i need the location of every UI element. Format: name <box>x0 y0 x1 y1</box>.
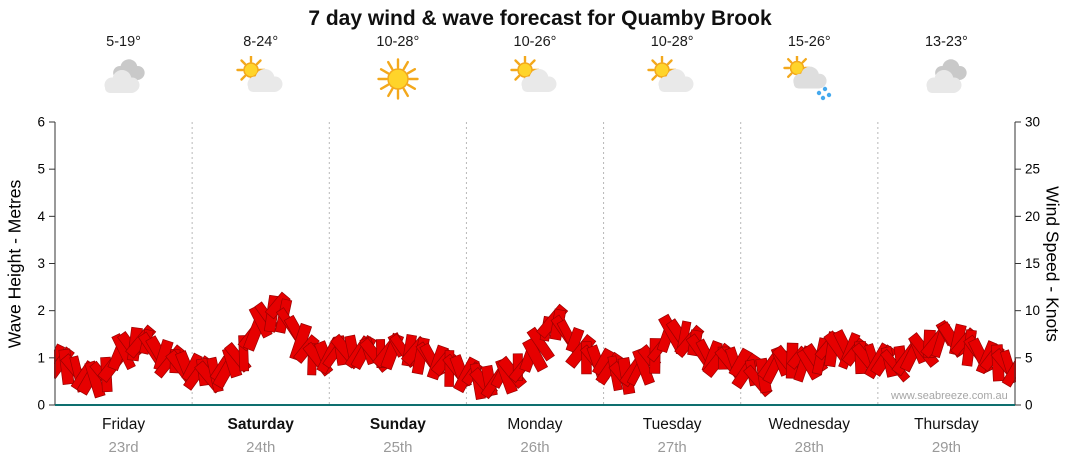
cloudy-icon-svg <box>926 59 968 93</box>
right-tick-label: 20 <box>1025 209 1040 224</box>
cloudy-icon-svg <box>104 59 145 93</box>
sun-rain-icon <box>783 54 835 102</box>
right-tick-label: 10 <box>1025 303 1040 318</box>
day-label-tuesday: Tuesday 27th <box>604 416 741 456</box>
right-tick-label: 5 <box>1025 350 1033 365</box>
day-label-monday: Monday 26th <box>466 416 603 456</box>
day-name: Friday <box>102 416 146 433</box>
left-tick-label: 2 <box>37 303 45 318</box>
right-tick-label: 30 <box>1025 115 1040 130</box>
day-summary-sunday: 10-28° <box>329 34 466 122</box>
cloudy-icon <box>98 56 150 102</box>
day-summary-wednesday: 15-26° <box>741 34 878 122</box>
day-summary-monday: 10-26° <box>466 34 603 122</box>
axis-ticks-labels: 0 1 2 3 4 5 6 0 5 10 15 20 25 30 <box>37 115 1040 413</box>
day-date: 23rd <box>108 439 139 456</box>
cloudy-icon <box>920 56 972 102</box>
wind-flag <box>565 326 585 354</box>
day-label-sunday: Sunday 25th <box>329 416 466 456</box>
temp-range: 8-24° <box>243 34 279 50</box>
day-summary-thursday: 13-23° <box>878 34 1015 122</box>
left-tick-label: 4 <box>37 209 45 224</box>
left-tick-label: 5 <box>37 162 45 177</box>
day-date: 25th <box>383 439 413 456</box>
right-tick-label: 15 <box>1025 256 1040 271</box>
left-tick-label: 0 <box>37 398 45 413</box>
day-summary-saturday: 8-24° <box>192 34 329 122</box>
day-summary-friday: 5-19° <box>55 34 192 122</box>
left-tick-label: 1 <box>37 350 45 365</box>
sun-cloud-icon-svg <box>647 55 694 92</box>
day-date: 26th <box>520 439 550 456</box>
day-date: 24th <box>246 439 276 456</box>
wind-series <box>54 291 1016 400</box>
temp-range: 5-19° <box>106 34 141 50</box>
sun-cloud-icon <box>646 55 698 102</box>
left-tick-label: 6 <box>37 115 45 130</box>
day-summary-tuesday: 10-28° <box>604 34 741 122</box>
day-date: 28th <box>794 439 824 456</box>
temp-range: 10-28° <box>376 34 420 50</box>
page-title: 7 day wind & wave forecast for Quamby Br… <box>308 7 772 30</box>
temp-range: 10-26° <box>513 34 557 50</box>
right-tick-label: 0 <box>1025 398 1033 413</box>
sun-cloud-icon-svg <box>510 55 557 92</box>
wind-flag <box>526 326 555 362</box>
day-name: Thursday <box>914 416 979 433</box>
sun-rain-icon-svg <box>783 54 832 101</box>
day-name: Saturday <box>227 416 294 433</box>
daily-summary-row: 5-19° 8-24° 10-28° 10-26° 10-28° 15-26° 13-23° <box>55 34 1015 122</box>
temp-range: 15-26° <box>787 34 831 50</box>
day-label-saturday: Saturday 24th <box>192 416 329 456</box>
temp-range: 10-28° <box>650 34 694 50</box>
day-date: 27th <box>657 439 687 456</box>
day-name: Wednesday <box>768 416 851 433</box>
wind-flag <box>522 337 549 373</box>
watermark: www.seabreeze.com.au <box>891 390 1008 402</box>
day-name: Monday <box>507 416 563 433</box>
sunny-icon-svg <box>377 58 419 100</box>
sun-cloud-icon <box>235 55 287 102</box>
left-tick-label: 3 <box>37 256 45 271</box>
day-label-thursday: Thursday 29th <box>878 416 1015 456</box>
day-name: Tuesday <box>642 416 702 433</box>
day-labels-row: Friday 23rd Saturday 24th Sunday 25th Monday 26… <box>55 416 1015 456</box>
day-date: 29th <box>931 439 962 456</box>
day-label-friday: Friday 23rd <box>55 416 192 456</box>
sun-cloud-icon <box>509 55 561 102</box>
day-name: Sunday <box>369 416 426 433</box>
sun-cloud-icon-svg <box>236 55 283 92</box>
day-label-wednesday: Wednesday 28th <box>741 416 878 456</box>
right-tick-label: 25 <box>1025 162 1040 177</box>
temp-range: 13-23° <box>924 34 968 50</box>
sunny-icon <box>372 56 424 102</box>
